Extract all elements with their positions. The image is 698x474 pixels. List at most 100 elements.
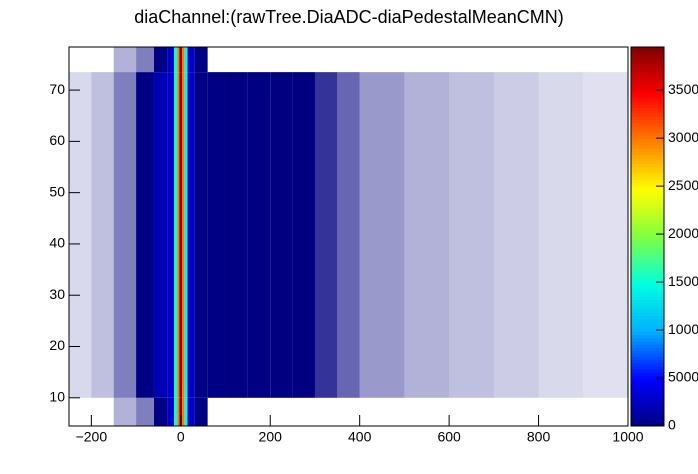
heatmap-cell	[226, 47, 248, 72]
colorbar-step	[631, 293, 664, 298]
x-tick-label: 1000	[612, 429, 643, 445]
colorbar-step	[631, 230, 664, 234]
colorbar-step	[631, 252, 664, 256]
heatmap-cell	[113, 397, 137, 426]
heatmap-cell	[247, 72, 271, 398]
colorbar-step	[631, 50, 664, 54]
colorbar-step	[631, 132, 664, 136]
colorbar-step	[631, 318, 664, 323]
colorbar-step	[631, 321, 664, 326]
heatmap-cell	[174, 47, 178, 73]
colorbar-step	[631, 185, 664, 190]
heatmap-cell	[360, 398, 405, 426]
heatmap-cell	[179, 47, 183, 73]
heatmap-cell	[174, 72, 178, 398]
colorbar-step	[631, 65, 664, 70]
heatmap-cell	[69, 398, 91, 426]
colorbar-step	[631, 324, 664, 329]
colorbar-step	[631, 381, 664, 386]
colorbar-step	[631, 255, 664, 260]
colorbar-step	[631, 208, 664, 212]
heatmap-cell	[494, 47, 539, 72]
x-tick-label: 200	[259, 429, 283, 445]
colorbar-step	[631, 258, 664, 263]
colorbar-step	[631, 173, 664, 177]
colorbar-step	[631, 122, 664, 127]
colorbar-step	[631, 170, 664, 174]
colorbar-step	[631, 113, 664, 117]
colorbar-step	[631, 211, 664, 215]
colorbar-step	[631, 312, 664, 316]
colorbar-step	[631, 107, 664, 111]
colorbar-step	[631, 182, 664, 187]
heatmap-cell	[248, 398, 270, 426]
colorbar-step	[631, 400, 664, 405]
heatmap-cell	[136, 47, 154, 73]
heatmap-cell	[187, 397, 195, 426]
colorbar-step	[631, 204, 664, 209]
heatmap-cell	[187, 72, 195, 398]
colorbar-step	[631, 280, 664, 285]
colorbar-step	[631, 110, 664, 114]
colorbar-step	[631, 103, 664, 108]
colorbar-step	[631, 375, 664, 380]
heatmap-cell	[208, 47, 226, 72]
chart-title: diaChannel:(rawTree.DiaADC-diaPedestalMe…	[134, 7, 564, 27]
colorbar-step	[631, 75, 664, 80]
colorbar-step	[631, 403, 664, 408]
colorbar-step	[631, 97, 664, 102]
heatmap-cell	[583, 398, 628, 426]
colorbar-step	[631, 201, 664, 206]
colorbar-step	[631, 138, 664, 143]
colorbar-step	[631, 305, 664, 310]
colorbar-step	[631, 81, 664, 86]
heatmap-cell	[208, 398, 226, 426]
colorbar-step	[631, 236, 664, 241]
heatmap-cell	[177, 47, 180, 73]
colorbar-step	[631, 176, 664, 181]
colorbar-step	[631, 397, 664, 402]
colorbar-step	[631, 407, 664, 411]
heatmap-cell	[69, 47, 91, 72]
colorbar-step	[631, 362, 664, 367]
heatmap-cell	[337, 72, 360, 398]
colorbar-step	[631, 287, 664, 291]
heatmap-cell	[494, 398, 539, 426]
colorbar-step	[631, 410, 664, 414]
heatmap-cell	[449, 47, 494, 72]
heatmap-cell	[207, 72, 226, 398]
colorbar-step	[631, 179, 664, 184]
colorbar-step	[631, 214, 664, 219]
colorbar-tick-label: 3500	[668, 81, 698, 97]
colorbar-step	[631, 239, 664, 244]
heatmap-cell	[404, 47, 449, 72]
y-tick-label: 50	[49, 183, 65, 199]
colorbar-step	[631, 419, 664, 424]
y-tick-label: 60	[49, 132, 65, 148]
colorbar-step	[631, 56, 664, 61]
colorbar-step	[631, 157, 664, 162]
colorbar-step	[631, 353, 664, 358]
heatmap-cell	[167, 47, 175, 73]
x-tick-label: 400	[348, 429, 372, 445]
colorbar-step	[631, 198, 664, 203]
colorbar-tick-label: 2500	[668, 177, 698, 193]
colorbar-step	[631, 189, 664, 193]
y-tick-label: 70	[49, 81, 65, 97]
colorbar-tick-label: 2000	[668, 225, 698, 241]
heatmap-cell	[194, 72, 208, 398]
colorbar-step	[631, 88, 664, 92]
heatmap-cell	[194, 397, 208, 426]
heatmap-cell	[187, 47, 195, 73]
colorbar-step	[631, 309, 664, 313]
heatmap-cell	[153, 72, 168, 398]
colorbar-step	[631, 160, 664, 165]
colorbar-step	[631, 233, 664, 237]
colorbar-step	[631, 372, 664, 376]
heatmap-cell	[270, 398, 292, 426]
colorbar-step	[631, 249, 664, 253]
colorbar-step	[631, 223, 664, 228]
colorbar-step	[631, 261, 664, 266]
colorbar-step	[631, 315, 664, 320]
colorbar-step	[631, 167, 664, 171]
